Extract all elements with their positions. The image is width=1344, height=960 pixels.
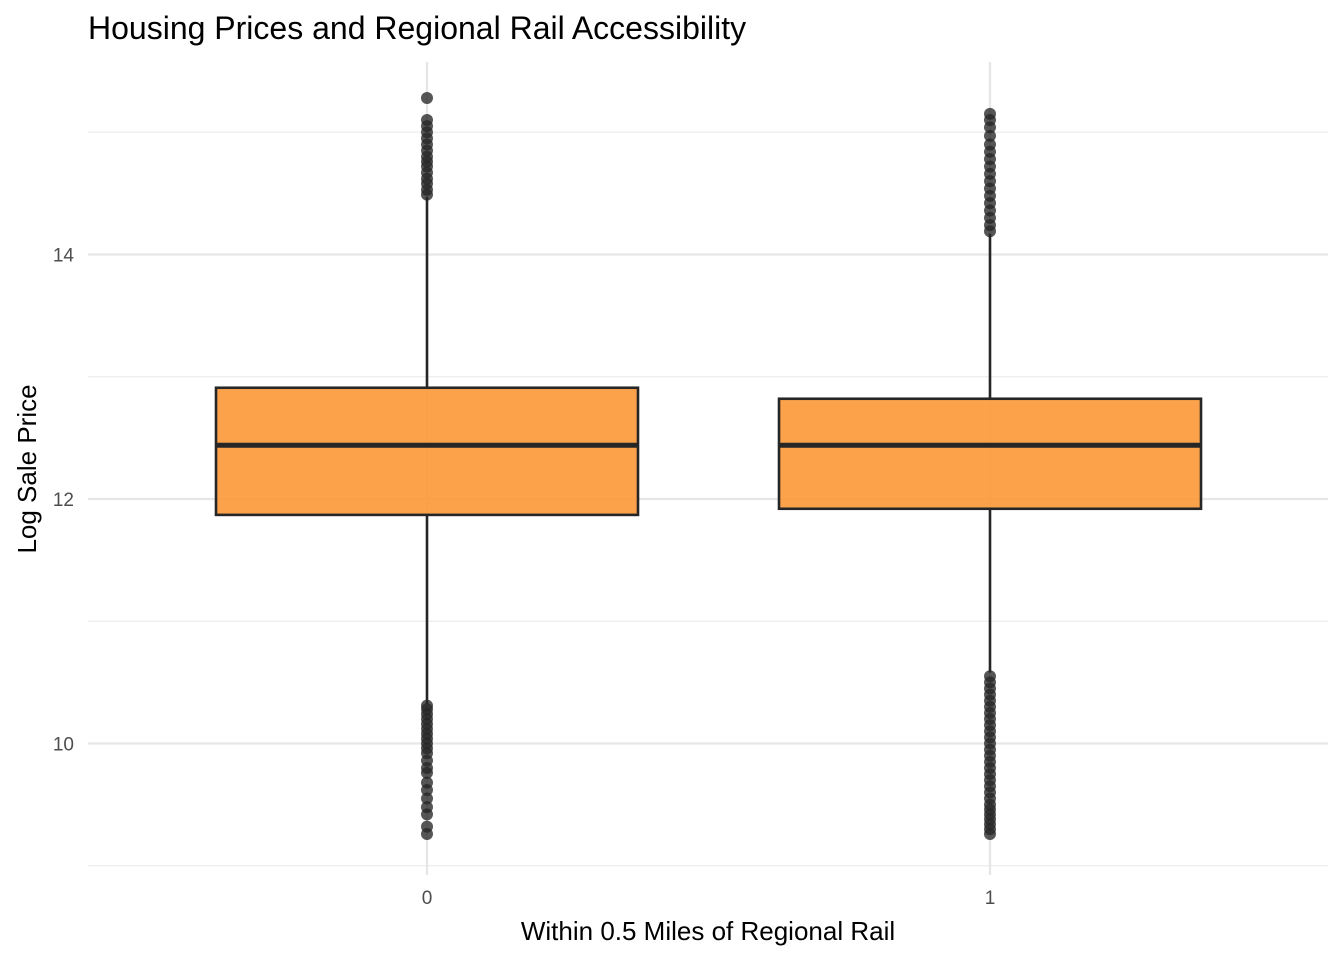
y-axis-title: Log Sale Price — [12, 384, 42, 553]
box-group-0 — [214, 92, 640, 840]
outlier-point — [421, 92, 433, 105]
outlier-point — [984, 129, 996, 142]
outlier-point — [421, 699, 433, 712]
y-tick-label: 10 — [53, 735, 74, 756]
y-tick-label: 12 — [53, 490, 74, 511]
outlier-point — [984, 670, 996, 683]
x-axis-title: Within 0.5 Miles of Regional Rail — [521, 916, 895, 946]
box-layer — [214, 92, 1203, 840]
y-tick-label: 14 — [53, 246, 75, 267]
outlier-point — [984, 138, 996, 151]
outlier-point — [421, 114, 433, 127]
chart-title: Housing Prices and Regional Rail Accessi… — [88, 10, 746, 46]
x-tick-label: 1 — [985, 888, 996, 909]
iqr-box — [214, 386, 640, 517]
outlier-point — [984, 107, 996, 120]
outlier-point — [421, 820, 433, 833]
outlier-point — [421, 801, 433, 814]
outlier-point — [421, 792, 433, 805]
x-tick-label: 0 — [422, 888, 433, 909]
box-group-1 — [777, 107, 1203, 840]
iqr-box — [777, 397, 1203, 511]
outlier-point — [421, 776, 433, 789]
tick-labels: 10 12 14 0 1 — [53, 246, 995, 910]
